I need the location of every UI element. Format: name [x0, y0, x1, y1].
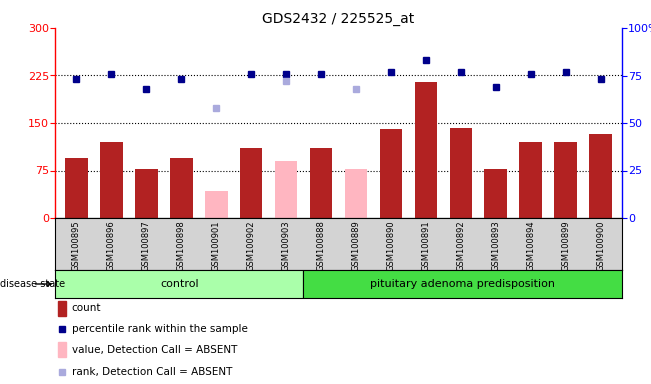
- Bar: [450, 128, 472, 218]
- Text: GSM100898: GSM100898: [176, 220, 186, 271]
- Title: GDS2432 / 225525_at: GDS2432 / 225525_at: [262, 12, 415, 26]
- Text: value, Detection Call = ABSENT: value, Detection Call = ABSENT: [72, 344, 237, 354]
- Bar: [100, 142, 122, 218]
- Bar: [58, 301, 66, 316]
- Text: count: count: [72, 303, 101, 313]
- Bar: [275, 161, 298, 218]
- Bar: [135, 169, 158, 218]
- Text: GSM100897: GSM100897: [142, 220, 151, 271]
- Text: percentile rank within the sample: percentile rank within the sample: [72, 324, 247, 334]
- Text: GSM100896: GSM100896: [107, 220, 116, 271]
- Text: pituitary adenoma predisposition: pituitary adenoma predisposition: [370, 279, 555, 289]
- Bar: [205, 191, 227, 218]
- Text: GSM100892: GSM100892: [456, 220, 465, 271]
- Bar: [170, 158, 193, 218]
- Text: control: control: [160, 279, 199, 289]
- Text: GSM100891: GSM100891: [421, 220, 430, 271]
- Text: GSM100899: GSM100899: [561, 220, 570, 271]
- Text: GSM100889: GSM100889: [352, 220, 361, 271]
- Bar: [484, 169, 507, 218]
- Text: GSM100900: GSM100900: [596, 220, 605, 271]
- Bar: [589, 134, 612, 218]
- Bar: [519, 142, 542, 218]
- Text: disease state: disease state: [0, 279, 65, 289]
- Bar: [65, 158, 88, 218]
- Bar: [415, 82, 437, 218]
- Text: GSM100893: GSM100893: [492, 220, 501, 271]
- Text: GSM100903: GSM100903: [282, 220, 290, 271]
- Text: GSM100888: GSM100888: [316, 220, 326, 271]
- Text: GSM100901: GSM100901: [212, 220, 221, 271]
- Text: GSM100902: GSM100902: [247, 220, 256, 271]
- Bar: [58, 342, 66, 358]
- Text: GSM100894: GSM100894: [526, 220, 535, 271]
- Bar: [240, 148, 262, 218]
- Bar: [380, 129, 402, 218]
- Text: rank, Detection Call = ABSENT: rank, Detection Call = ABSENT: [72, 367, 232, 377]
- Text: GSM100890: GSM100890: [387, 220, 395, 271]
- Bar: [344, 169, 367, 218]
- Bar: [555, 142, 577, 218]
- Text: GSM100895: GSM100895: [72, 220, 81, 271]
- Bar: [310, 148, 333, 218]
